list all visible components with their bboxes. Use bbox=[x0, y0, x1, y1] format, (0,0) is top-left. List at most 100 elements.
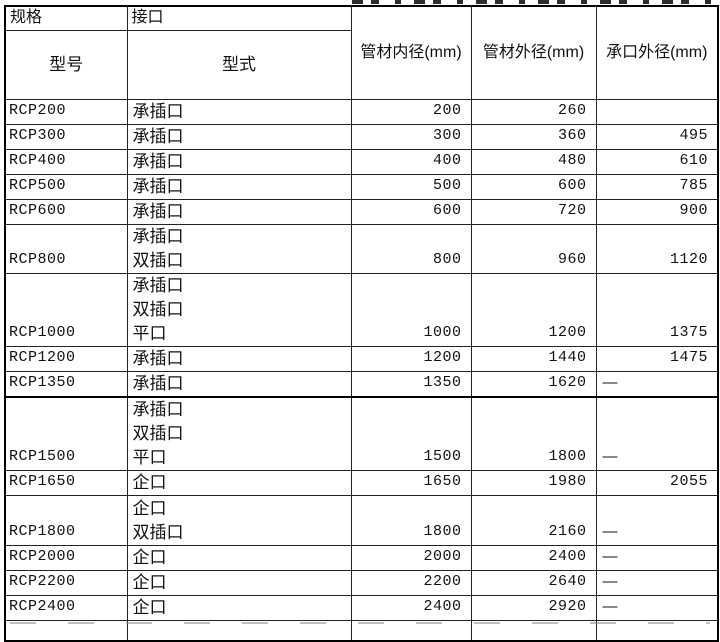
outer-diameter-cell: 600 bbox=[470, 174, 597, 200]
joint-type-line: 企口 bbox=[132, 499, 167, 518]
joint-type-line: 企口 bbox=[132, 598, 167, 617]
socket-diameter-cell: 785 bbox=[595, 174, 719, 200]
joint-type-cell: 承插口 bbox=[126, 346, 352, 372]
table-row: RCP2400 企口 2400 2920— bbox=[4, 595, 719, 621]
socket-diameter-cell bbox=[595, 99, 719, 125]
pipe-spec-table: 规格 接口 管材内径(mm) 管材外径(mm) 承口外径(mm) 型号 型式 R… bbox=[4, 5, 719, 642]
model-cell: RCP1500 bbox=[4, 396, 128, 471]
model-label: 型号 bbox=[49, 55, 84, 74]
socket-diameter-cell: — bbox=[595, 495, 719, 546]
joint-type-line: 承插口 bbox=[132, 374, 184, 393]
table-row: RCP1650 企口 1650 1980 2055 bbox=[4, 470, 719, 496]
header-row-sub: 型号 型式 bbox=[4, 30, 718, 100]
model-cell: RCP1200 bbox=[4, 346, 128, 372]
col-header-socket-diameter: 承口外径(mm) bbox=[595, 5, 719, 100]
inner-diameter-cell: 1800 bbox=[350, 495, 472, 546]
outer-diameter-cell: 2160 bbox=[470, 495, 597, 546]
inner-diameter-cell: 1500 bbox=[350, 396, 472, 471]
table-row: RCP600 承插口 600 720 900 bbox=[4, 199, 719, 225]
joint-type-line: 承插口 bbox=[132, 102, 184, 121]
inner-diameter-cell: 1000 bbox=[350, 273, 472, 347]
inner-diameter-cell: 200 bbox=[350, 99, 472, 125]
scan-artifact-line bbox=[10, 622, 710, 624]
header-row-top: 规格 接口 管材内径(mm) 管材外径(mm) 承口外径(mm) bbox=[4, 5, 719, 100]
joint-type-cell: 承插口 bbox=[126, 371, 352, 398]
outer-diameter-cell: 2400 bbox=[470, 545, 597, 571]
joint-type-line: 双插口 bbox=[132, 424, 184, 443]
model-cell: RCP2400 bbox=[4, 595, 128, 621]
table-row: RCP1200 承插口 1200 1440 1475 bbox=[4, 346, 719, 372]
table-row: RCP500 承插口 500 600 785 bbox=[4, 174, 719, 200]
joint-type-cell: 企口 bbox=[126, 470, 352, 496]
inner-diameter-cell: 2000 bbox=[350, 545, 472, 571]
joint-type-line: 承插口 bbox=[132, 152, 184, 171]
model-label-cell: 型号 bbox=[4, 30, 128, 100]
joint-type-cell: 企口 bbox=[126, 595, 352, 621]
joint-label: 接口 bbox=[131, 9, 164, 26]
joint-type-cell: 企口 bbox=[126, 570, 352, 596]
table-body: RCP200 承插口 200 260 RCP300 承插口 300 360 495 RCP400 承… bbox=[4, 99, 719, 641]
table-row: RCP2000 企口 2000 2400— bbox=[4, 545, 719, 571]
outer-diameter-cell: 720 bbox=[470, 199, 597, 225]
socket-diameter-cell: — bbox=[595, 570, 719, 596]
joint-type-cell: 企口 bbox=[126, 545, 352, 571]
model-cell: RCP2200 bbox=[4, 570, 128, 596]
model-cell: RCP1650 bbox=[4, 470, 128, 496]
socket-diameter-cell: — bbox=[595, 545, 719, 571]
socket-diameter-cell: 2055 bbox=[595, 470, 719, 496]
joint-type-line: 承插口 bbox=[132, 177, 184, 196]
inner-diameter-cell: 800 bbox=[350, 224, 472, 274]
clipped-text-fragments bbox=[352, 0, 714, 4]
type-label-cell: 型式 bbox=[126, 30, 352, 100]
socket-diameter-cell: 900 bbox=[595, 199, 719, 225]
table-row: RCP300 承插口 300 360 495 bbox=[4, 124, 719, 150]
outer-diameter-cell: 1620 bbox=[470, 371, 597, 398]
outer-diameter-cell: 1200 bbox=[470, 273, 597, 347]
socket-diameter-cell: — bbox=[595, 371, 719, 398]
joint-type-cell: 承插口 双插口 bbox=[126, 224, 352, 274]
model-cell: RCP1000 bbox=[4, 273, 128, 347]
outer-diameter-cell: 360 bbox=[470, 124, 597, 150]
inner-diameter-cell: 300 bbox=[350, 124, 472, 150]
model-cell: RCP300 bbox=[4, 124, 128, 150]
outer-diameter-cell: 2920 bbox=[470, 595, 597, 621]
model-cell: RCP200 bbox=[4, 99, 128, 125]
outer-diameter-cell: 2640 bbox=[470, 570, 597, 596]
joint-type-line: 承插口 bbox=[132, 400, 184, 419]
joint-type-line: 企口 bbox=[132, 473, 167, 492]
socket-diameter-cell: 1475 bbox=[595, 346, 719, 372]
joint-type-line: 双插口 bbox=[132, 300, 184, 319]
table-row: RCP1800 企口 双插口 1800 2160— bbox=[4, 495, 719, 546]
table-row: RCP1500 承插口 双插口 平口 1500 1800— bbox=[4, 396, 719, 471]
model-cell: RCP1350 bbox=[4, 371, 128, 398]
joint-type-line: 双插口 bbox=[132, 251, 184, 270]
outer-diameter-cell: 960 bbox=[470, 224, 597, 274]
table-row: RCP1000 承插口 双插口 平口 1000 1200 1375 bbox=[4, 273, 719, 347]
joint-type-cell: 承插口 双插口 平口 bbox=[126, 273, 352, 347]
outer-diameter-cell: 260 bbox=[470, 99, 597, 125]
socket-diameter-cell: — bbox=[595, 396, 719, 471]
model-cell: RCP2000 bbox=[4, 545, 128, 571]
joint-type-cell: 承插口 bbox=[126, 149, 352, 175]
spec-label-cell: 规格 bbox=[4, 5, 128, 31]
model-cell: RCP500 bbox=[4, 174, 128, 200]
socket-diameter-cell: — bbox=[595, 595, 719, 621]
joint-type-line: 承插口 bbox=[132, 227, 184, 246]
socket-diameter-cell: 1375 bbox=[595, 273, 719, 347]
outer-diameter-cell: 1800 bbox=[470, 396, 597, 471]
socket-diameter-cell: 610 bbox=[595, 149, 719, 175]
inner-diameter-cell: 1650 bbox=[350, 470, 472, 496]
col-header-outer-diameter: 管材外径(mm) bbox=[470, 5, 597, 100]
inner-diameter-cell: 600 bbox=[350, 199, 472, 225]
joint-type-line: 平口 bbox=[132, 324, 167, 343]
joint-type-line: 承插口 bbox=[132, 202, 184, 221]
table-row: RCP200 承插口 200 260 bbox=[4, 99, 719, 125]
model-cell: RCP400 bbox=[4, 149, 128, 175]
model-cell: RCP1800 bbox=[4, 495, 128, 546]
inner-diameter-cell: 2200 bbox=[350, 570, 472, 596]
inner-diameter-cell: 2400 bbox=[350, 595, 472, 621]
joint-label-cell: 接口 bbox=[126, 5, 352, 31]
outer-diameter-cell: 1980 bbox=[470, 470, 597, 496]
type-label: 型式 bbox=[222, 55, 256, 74]
spec-label: 规格 bbox=[10, 9, 43, 26]
